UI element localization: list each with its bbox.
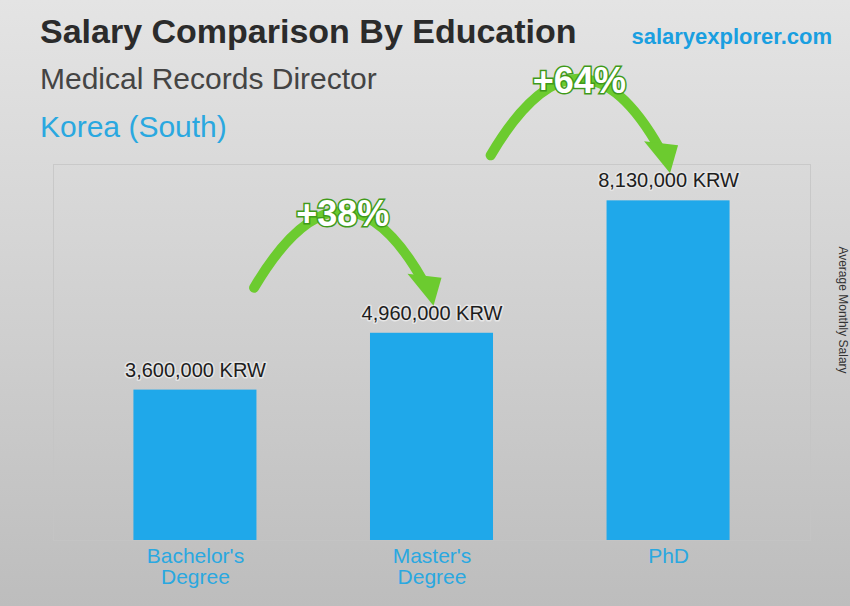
html-text:Average Monthly Salary: Average Monthly Salary — [836, 246, 850, 374]
html-text:Korea (South): Korea (South) — [40, 110, 227, 143]
svg-text:Master'sDegree: Master'sDegree — [393, 544, 472, 588]
svg-text:PhD: PhD — [648, 544, 689, 567]
svg-text:3,600,000 KRW: 3,600,000 KRW — [125, 359, 266, 381]
html-text:Medical Records Director: Medical Records Director — [40, 62, 377, 95]
html-text:Salary Comparison By Education: Salary Comparison By Education — [40, 12, 577, 50]
svg-text:4,960,000 KRW: 4,960,000 KRW — [362, 302, 503, 324]
svg-text:Bachelor'sDegree: Bachelor'sDegree — [147, 544, 244, 588]
svg-text:8,130,000 KRW: 8,130,000 KRW — [598, 169, 739, 191]
html-text:salaryexplorer.com: salaryexplorer.com — [631, 24, 832, 49]
svg-text:+64%: +64% — [533, 60, 626, 101]
svg-text:+38%: +38% — [296, 193, 389, 234]
